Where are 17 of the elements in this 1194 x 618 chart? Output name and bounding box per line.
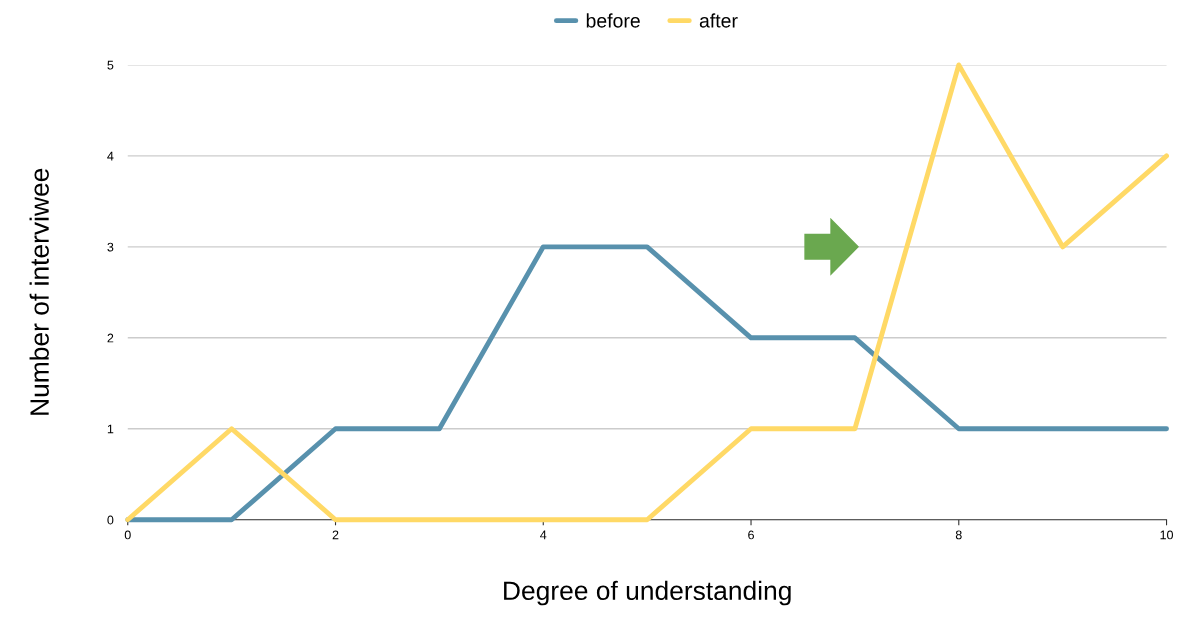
x-tick-label: 2: [332, 530, 339, 540]
x-tick-label: 6: [748, 530, 754, 540]
legend-label: before: [586, 13, 640, 28]
y-tick-label: 3: [107, 242, 114, 252]
x-tick-label: 0: [124, 530, 131, 540]
y-tick-label: 5: [107, 60, 114, 70]
legend-label: after: [699, 13, 738, 28]
y-axis-title: Number of interviwee: [29, 168, 49, 415]
x-axis-title: Degree of understanding: [504, 580, 791, 606]
x-tick-label: 8: [955, 530, 962, 540]
line-series: [125, 62, 1169, 523]
x-tick-label: 10: [1160, 530, 1173, 540]
y-tick-label: 4: [107, 151, 114, 161]
y-tick-label: 0: [107, 515, 114, 525]
y-tick-label: 2: [107, 333, 114, 343]
y-tick-label: 1: [107, 424, 114, 434]
x-tick-label: 4: [540, 530, 547, 540]
